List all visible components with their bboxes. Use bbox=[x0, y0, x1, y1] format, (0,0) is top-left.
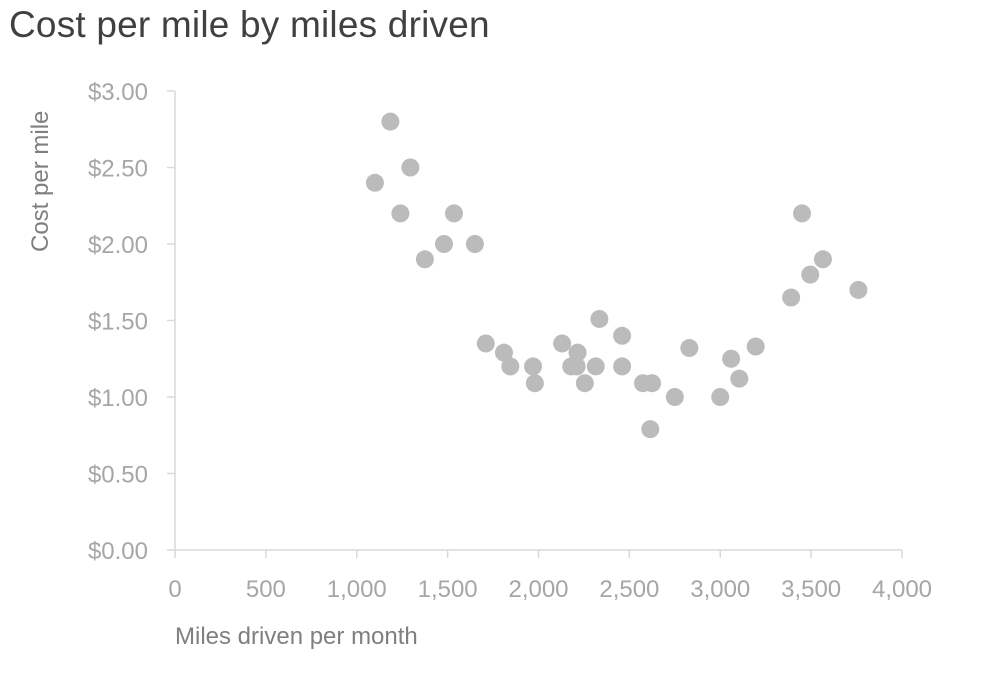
data-point bbox=[465, 235, 484, 253]
data-point bbox=[722, 349, 741, 368]
data-point bbox=[365, 173, 384, 192]
data-point bbox=[641, 420, 660, 439]
data-point bbox=[613, 326, 632, 345]
y-tick-label: $3.00 bbox=[88, 79, 148, 106]
data-point bbox=[494, 343, 513, 362]
y-tick-label: $2.00 bbox=[88, 232, 148, 259]
data-point bbox=[801, 265, 820, 284]
data-point bbox=[444, 204, 463, 223]
data-point bbox=[849, 280, 868, 299]
data-point bbox=[782, 288, 801, 307]
x-tick-label: 4,000 bbox=[872, 576, 932, 603]
data-point bbox=[575, 374, 594, 393]
y-axis-title: Cost per mile bbox=[27, 111, 54, 252]
chart-title: Cost per mile by miles driven bbox=[9, 4, 490, 45]
data-point bbox=[665, 388, 684, 406]
x-tick-label: 3,000 bbox=[690, 576, 750, 603]
x-axis-title: Miles driven per month bbox=[175, 623, 418, 650]
data-point bbox=[501, 357, 520, 376]
y-tick-label: $2.50 bbox=[88, 156, 148, 183]
data-point bbox=[525, 374, 544, 393]
y-tick-label: $0.50 bbox=[88, 462, 148, 489]
data-point bbox=[793, 204, 812, 223]
y-tick-label: $1.00 bbox=[88, 385, 148, 412]
x-tick-label: 2,000 bbox=[508, 576, 568, 603]
data-point bbox=[401, 158, 420, 177]
x-tick-label: 0 bbox=[168, 576, 181, 603]
y-tick-label: $0.00 bbox=[88, 538, 148, 565]
data-point bbox=[746, 337, 765, 356]
data-point bbox=[524, 357, 543, 376]
data-point bbox=[813, 250, 832, 269]
data-point bbox=[415, 250, 434, 269]
x-tick-label: 500 bbox=[246, 576, 286, 603]
data-point bbox=[613, 357, 632, 376]
data-point bbox=[590, 309, 609, 328]
data-point bbox=[476, 334, 495, 353]
data-point bbox=[711, 388, 730, 406]
x-axis: 0 500 1,000 1,500 2,000 2,500 3,000 3,500 4,000 bbox=[168, 549, 932, 603]
x-tick-label: 1,000 bbox=[327, 576, 387, 603]
data-points bbox=[365, 112, 868, 439]
data-point bbox=[553, 334, 572, 353]
data-point bbox=[391, 204, 410, 223]
y-axis: $0.00 $0.50 $1.00 $1.50 $2.00 $2.50 $3.00 bbox=[88, 79, 176, 565]
data-point bbox=[568, 343, 587, 362]
data-point bbox=[643, 374, 662, 393]
data-point bbox=[381, 112, 400, 131]
x-tick-label: 2,500 bbox=[599, 576, 659, 603]
x-tick-label: 3,500 bbox=[781, 576, 841, 603]
data-point bbox=[586, 357, 605, 376]
data-point bbox=[434, 235, 453, 253]
data-point bbox=[730, 369, 749, 388]
data-point bbox=[680, 339, 699, 358]
x-tick-label: 1,500 bbox=[418, 576, 478, 603]
data-point bbox=[567, 357, 586, 376]
y-tick-label: $1.50 bbox=[88, 309, 148, 336]
